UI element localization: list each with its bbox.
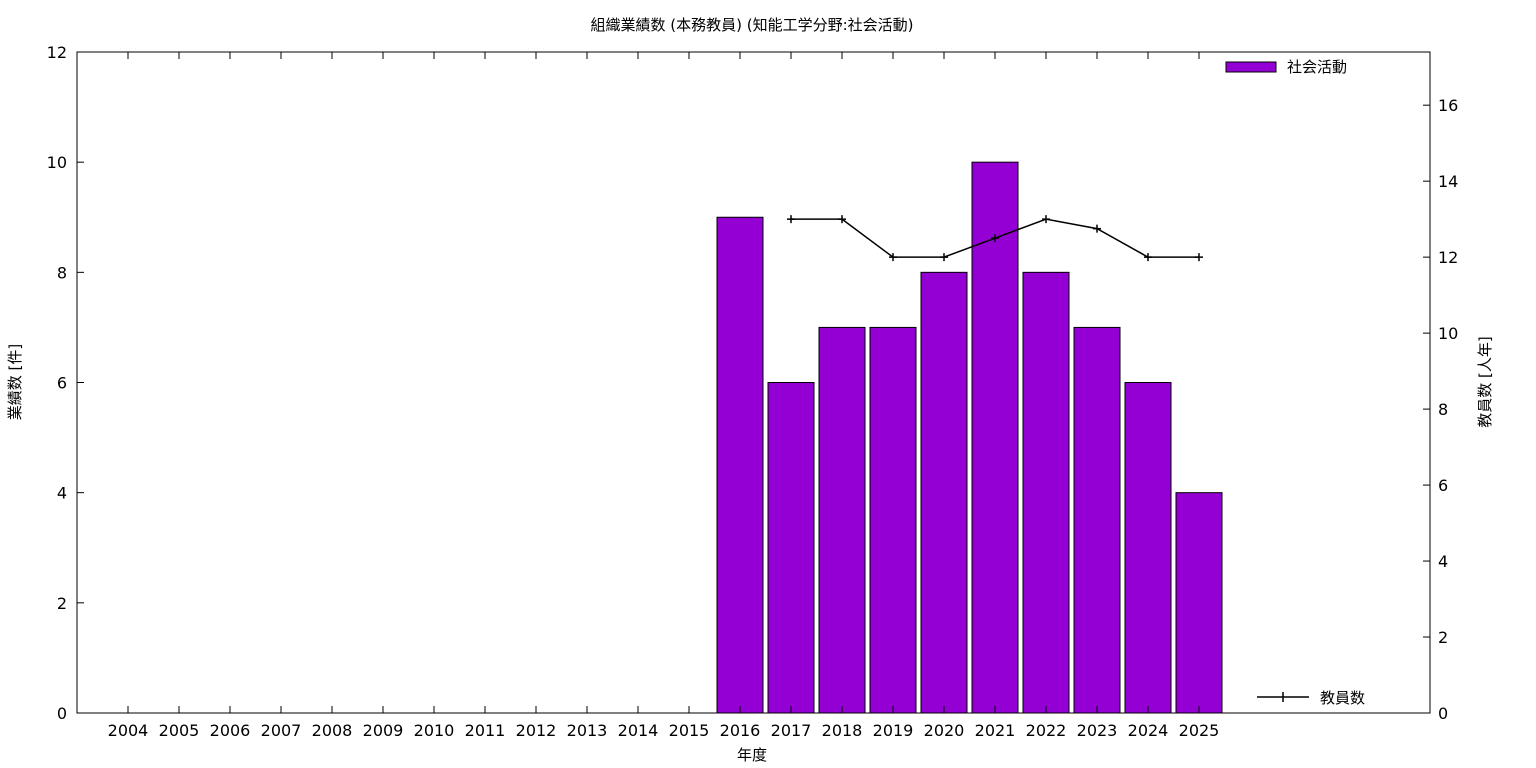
y-tick-label: 4 — [57, 484, 67, 503]
line-series-group — [787, 215, 1203, 262]
bar-legend-label: 社会活動 — [1287, 58, 1347, 76]
line-legend: 教員数 — [1257, 689, 1365, 707]
bar — [767, 382, 815, 714]
bar — [971, 161, 1019, 714]
bar — [869, 326, 917, 714]
y-tick-label: 6 — [57, 374, 67, 393]
x-tick-label: 2013 — [567, 721, 608, 740]
x-tick-label: 2010 — [414, 721, 455, 740]
x-tick-label: 2018 — [822, 721, 863, 740]
x-tick-label: 2008 — [312, 721, 353, 740]
x-tick-label: 2012 — [516, 721, 557, 740]
line-point — [1042, 215, 1050, 224]
y2-tick-label: 4 — [1438, 552, 1448, 571]
bar — [1073, 326, 1121, 714]
x-tick-label: 2023 — [1077, 721, 1118, 740]
bar — [920, 271, 968, 714]
x-tick-label: 2006 — [210, 721, 251, 740]
y2-tick-label: 6 — [1438, 476, 1448, 495]
y-tick-label: 10 — [47, 153, 67, 172]
y2-tick-label: 2 — [1438, 628, 1448, 647]
x-axis-label: 年度 — [737, 746, 767, 764]
line-point — [1093, 224, 1101, 233]
y-tick-label: 0 — [57, 704, 67, 723]
x-tick-label: 2014 — [618, 721, 659, 740]
y-tick-label: 8 — [57, 263, 67, 282]
x-tick-label: 2017 — [771, 721, 812, 740]
x-tick-label: 2011 — [465, 721, 506, 740]
line-point — [838, 215, 846, 224]
x-tick-label: 2009 — [363, 721, 404, 740]
bar — [1175, 492, 1223, 714]
line-legend-label: 教員数 — [1320, 689, 1365, 707]
bar-legend-swatch — [1225, 61, 1277, 73]
x-tick-label: 2005 — [159, 721, 200, 740]
x-tick-label: 2022 — [1026, 721, 1067, 740]
line-point — [787, 215, 795, 224]
y2-tick-label: 8 — [1438, 400, 1448, 419]
y-tick-label: 2 — [57, 594, 67, 613]
line-point — [1144, 253, 1152, 262]
y-tick-label: 12 — [47, 43, 67, 62]
bar — [818, 326, 866, 714]
x-tick-label: 2025 — [1179, 721, 1220, 740]
x-tick-label: 2015 — [669, 721, 710, 740]
bar — [716, 216, 764, 714]
y2-tick-label: 16 — [1438, 96, 1458, 115]
bar-series-group — [716, 161, 1223, 714]
x-tick-label: 2016 — [720, 721, 761, 740]
bar — [1022, 271, 1070, 714]
line-point — [889, 253, 897, 262]
y2-tick-label: 12 — [1438, 248, 1458, 267]
x-tick-label: 2021 — [975, 721, 1016, 740]
x-tick-label: 2004 — [108, 721, 149, 740]
x-tick-label: 2007 — [261, 721, 302, 740]
y-axis-label: 業績数 [件] — [6, 344, 24, 420]
chart-title: 組織業績数 (本務教員) (知能工学分野:社会活動) — [590, 16, 913, 34]
bar — [1124, 382, 1172, 714]
x-tick-label: 2024 — [1128, 721, 1169, 740]
y2-tick-label: 10 — [1438, 324, 1458, 343]
line-point — [940, 253, 948, 262]
line-point — [1195, 253, 1203, 262]
bar-legend: 社会活動 — [1225, 58, 1347, 76]
axes-group: 0 2 4 6 8 10 12 0 2 4 6 8 10 12 14 16 2004 2005 2006 2007 20… — [47, 43, 1459, 740]
y2-axis-label: 教員数 [人年] — [1476, 336, 1494, 427]
y2-tick-label: 0 — [1438, 704, 1448, 723]
x-tick-label: 2020 — [924, 721, 965, 740]
line-point — [991, 234, 999, 243]
y2-tick-label: 14 — [1438, 172, 1458, 191]
x-tick-label: 2019 — [873, 721, 914, 740]
